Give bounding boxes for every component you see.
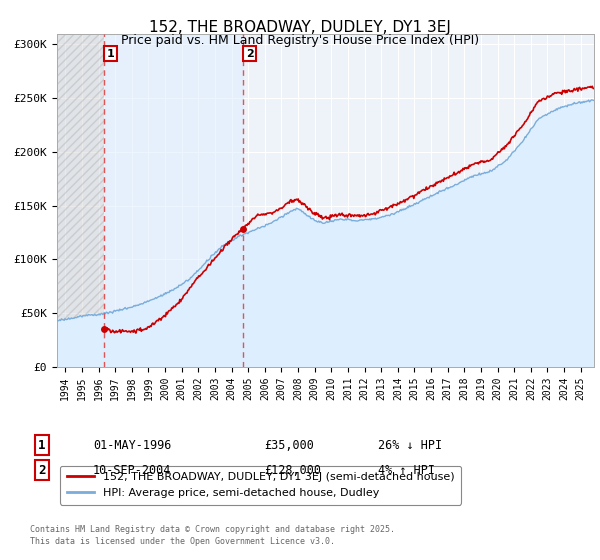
Text: 1: 1 [107,49,114,59]
Text: £128,000: £128,000 [264,464,321,477]
Text: Price paid vs. HM Land Registry's House Price Index (HPI): Price paid vs. HM Land Registry's House … [121,34,479,46]
Text: 2: 2 [245,49,253,59]
Text: Contains HM Land Registry data © Crown copyright and database right 2025.
This d: Contains HM Land Registry data © Crown c… [30,525,395,546]
Text: £35,000: £35,000 [264,438,314,452]
Text: 2: 2 [38,464,46,477]
Text: 01-MAY-1996: 01-MAY-1996 [93,438,172,452]
Text: 26% ↓ HPI: 26% ↓ HPI [378,438,442,452]
Text: 152, THE BROADWAY, DUDLEY, DY1 3EJ: 152, THE BROADWAY, DUDLEY, DY1 3EJ [149,20,451,35]
Text: 10-SEP-2004: 10-SEP-2004 [93,464,172,477]
Text: 1: 1 [38,438,46,452]
Text: 4% ↑ HPI: 4% ↑ HPI [378,464,435,477]
Legend: 152, THE BROADWAY, DUDLEY, DY1 3EJ (semi-detached house), HPI: Average price, se: 152, THE BROADWAY, DUDLEY, DY1 3EJ (semi… [60,466,461,505]
